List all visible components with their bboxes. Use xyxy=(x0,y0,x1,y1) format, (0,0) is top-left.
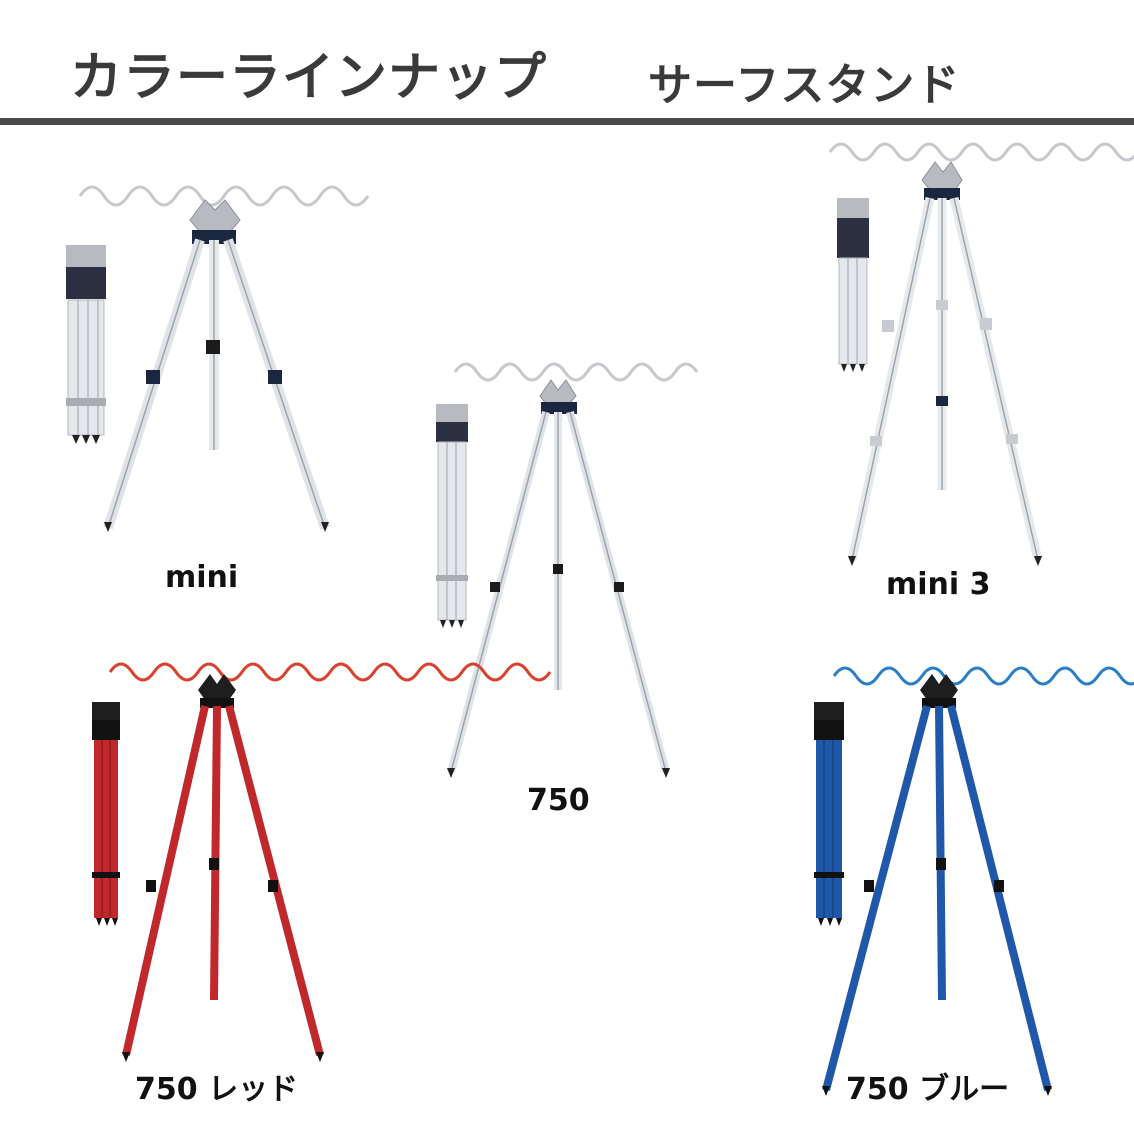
product-label-750: 750 xyxy=(527,783,590,818)
header: カラーラインナップ サーフスタンド xyxy=(0,0,1134,130)
product-label-mini3: mini 3 xyxy=(886,567,991,602)
page-title: カラーラインナップ xyxy=(70,48,548,108)
product-label-750-red: 750 レッド xyxy=(135,1072,299,1107)
page-subtitle: サーフスタンド xyxy=(648,60,961,111)
product-label-750-blue: 750 ブルー xyxy=(846,1072,1010,1107)
product-label-mini: mini xyxy=(165,560,239,595)
header-divider xyxy=(0,118,1134,125)
